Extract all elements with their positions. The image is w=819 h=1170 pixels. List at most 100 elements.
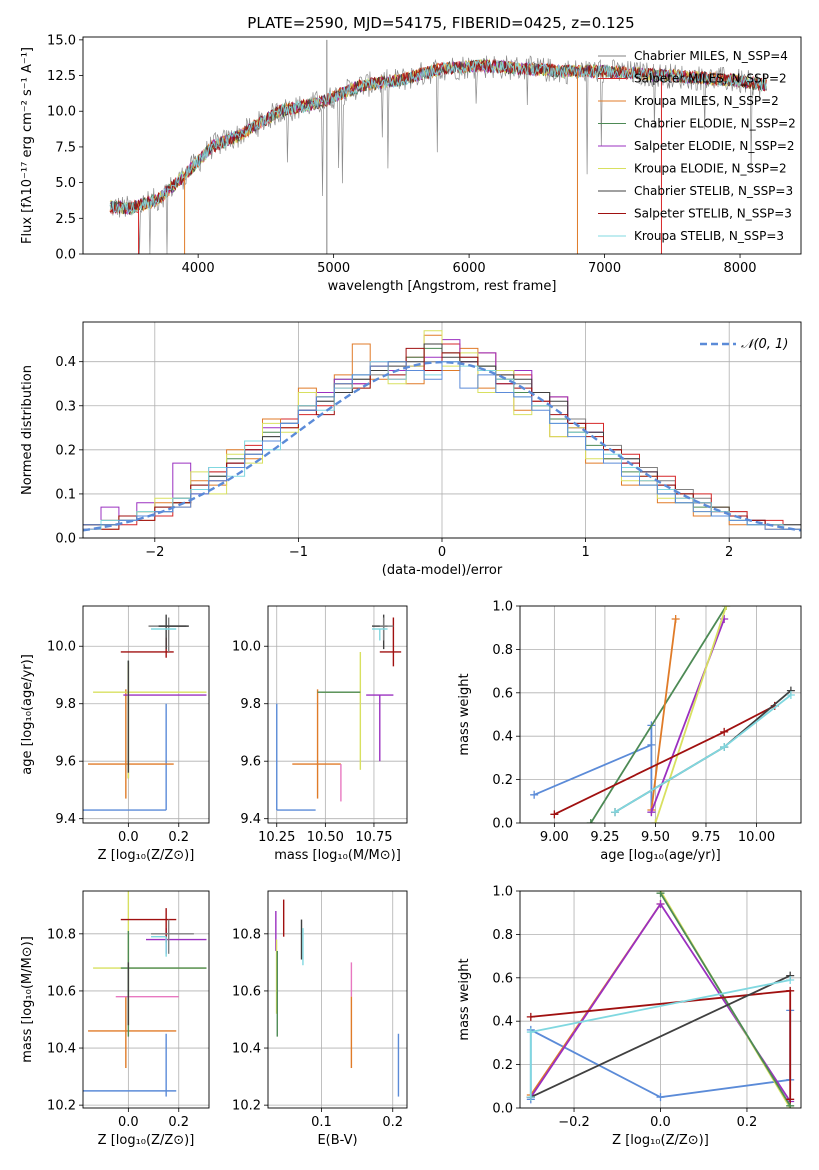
Z-mass-ytick-label: 10.4 xyxy=(47,1042,76,1057)
spectrum-ytick-label: 0.0 xyxy=(55,248,76,263)
spectrum-legend-label: Kroupa MILES, N_SSP=2 xyxy=(634,94,779,108)
Z-massweight-ytick-label: 0.8 xyxy=(492,928,513,943)
spectrum-legend-label: Kroupa STELIB, N_SSP=3 xyxy=(634,229,784,243)
ebv-mass-plot-area xyxy=(275,899,400,1097)
spectrum-ytick-label: 12.5 xyxy=(47,69,76,84)
panel-mass-age: 10.25 10.50 10.75 9.4 9.6 9.8 10.0 mass [log₁₀(… xyxy=(232,605,408,863)
Z-massweight-point-marker xyxy=(786,1095,795,1104)
residuals-xtick-label: −2 xyxy=(145,545,164,560)
residuals-ytick-label: 0.2 xyxy=(55,443,76,458)
Z-mass-plot-area xyxy=(83,891,207,1097)
Z-massweight-series-6 xyxy=(530,974,791,1099)
spectrum-xtick-label: 5000 xyxy=(317,261,350,276)
spectrum-plot-area xyxy=(109,39,767,254)
age-massweight-point-marker xyxy=(671,615,680,624)
residuals-axes: −2 −1 0 1 2 0.0 0.1 0.2 0.3 0.4 (data-model)/error… xyxy=(20,321,802,578)
Z-mass-ytick-label: 10.6 xyxy=(47,984,76,999)
gaussian-curve xyxy=(83,360,801,532)
panel-age-massweight: 9.00 9.25 9.50 9.75 10.00 0.0 0.2 0.4 0.6 0.8 1.0 a… xyxy=(457,600,802,863)
Z-mass-frame xyxy=(82,890,210,1109)
mass-age-frame xyxy=(267,605,408,824)
Z-age-frame xyxy=(82,605,210,824)
residuals-frame xyxy=(82,321,802,539)
age-massweight-xtick-label: 9.50 xyxy=(641,830,670,845)
Z-massweight-point-marker xyxy=(786,986,795,995)
Z-mass-axes: 0.0 0.2 10.2 10.4 10.6 10.8 Z [log₁₀(Z/Z⊙)] mas… xyxy=(20,890,210,1148)
age-massweight-point-marker xyxy=(651,819,660,823)
age-massweight-series-4 xyxy=(654,606,728,823)
age-massweight-axes: 9.00 9.25 9.50 9.75 10.00 0.0 0.2 0.4 0.6 0.8 1.0 a… xyxy=(457,600,802,863)
age-massweight-point-marker xyxy=(786,690,795,699)
residuals-ytick-label: 0.3 xyxy=(55,399,76,414)
mass-age-errorbar xyxy=(372,628,388,641)
spectrum-axes: 4000 5000 6000 7000 8000 0.0 2.5 5.0 7.5 10.0 12.5… xyxy=(20,33,802,294)
Z-massweight-point-marker xyxy=(786,975,795,984)
ebv-mass-ytick-label: 10.8 xyxy=(232,927,261,942)
panel-Z-age: 0.0 0.2 9.4 9.6 9.8 10.0 Z [log₁₀(Z/Z⊙)] age [l… xyxy=(20,605,210,863)
Z-massweight-point-marker xyxy=(526,1093,535,1102)
Z-massweight-ylabel: mass weight xyxy=(457,958,472,1040)
spectrum-legend: Chabrier MILES, N_SSP=4 Salpeter MILES, N… xyxy=(598,49,796,243)
mass-age-xtick-label: 10.50 xyxy=(307,830,344,845)
panel-residuals: −2 −1 0 1 2 0.0 0.1 0.2 0.3 0.4 (data-model)/error… xyxy=(20,321,802,578)
residual-histogram-9 xyxy=(83,361,801,530)
Z-massweight-ytick-label: 0.6 xyxy=(492,971,513,986)
Z-age-axes: 0.0 0.2 9.4 9.6 9.8 10.0 Z [log₁₀(Z/Z⊙)] age [l… xyxy=(20,605,210,863)
spectrum-xtick-label: 7000 xyxy=(588,261,621,276)
panel-Z-mass: 0.0 0.2 10.2 10.4 10.6 10.8 Z [log₁₀(Z/Z⊙)] mas… xyxy=(20,890,210,1148)
age-massweight-ytick-label: 0.4 xyxy=(492,730,513,745)
Z-age-xlabel: Z [log₁₀(Z/Z⊙)] xyxy=(98,848,195,863)
mass-age-errorbar xyxy=(366,694,394,762)
Z-massweight-point-marker xyxy=(656,891,665,898)
age-massweight-point-marker xyxy=(722,606,731,610)
mass-age-ytick-label: 9.4 xyxy=(240,812,261,827)
Z-massweight-xlabel: Z [log₁₀(Z/Z⊙)] xyxy=(612,1133,709,1148)
Z-age-errorbar xyxy=(83,703,167,811)
spectrum-xtick-label: 8000 xyxy=(723,261,756,276)
panel-Z-massweight: −0.2 0.0 0.2 0.0 0.2 0.4 0.6 0.8 1.0 Z [log₁₀(Z/Z… xyxy=(457,885,802,1148)
Z-massweight-ytick-label: 0.2 xyxy=(492,1058,513,1073)
mass-age-plot-area xyxy=(276,614,402,811)
spectrum-ytick-label: 5.0 xyxy=(55,176,76,191)
Z-massweight-ytick-label: 0.4 xyxy=(492,1015,513,1030)
residuals-xtick-label: −1 xyxy=(289,545,308,560)
ebv-mass-frame xyxy=(267,890,408,1109)
Z-massweight-xtick-label: 0.0 xyxy=(650,1115,671,1130)
ebv-mass-ytick-label: 10.4 xyxy=(232,1042,261,1057)
age-massweight-series-2 xyxy=(650,618,677,811)
ebv-mass-grid xyxy=(268,891,407,1108)
Z-age-ytick-label: 10.0 xyxy=(47,640,76,655)
spectrum-legend-label: Chabrier STELIB, N_SSP=3 xyxy=(634,184,793,198)
Z-mass-xtick-label: 0.2 xyxy=(168,1115,189,1130)
panel-spectrum: 4000 5000 6000 7000 8000 0.0 2.5 5.0 7.5 10.0 12.5… xyxy=(20,33,802,294)
age-massweight-series-0 xyxy=(533,725,653,813)
age-massweight-point-marker xyxy=(647,808,656,817)
age-massweight-point-marker xyxy=(586,819,595,823)
residuals-plot-area xyxy=(83,330,801,532)
Z-mass-ytick-label: 10.8 xyxy=(47,927,76,942)
spectrum-xtick-label: 4000 xyxy=(182,261,215,276)
spectrum-xlabel: wavelength [Angstrom, rest frame] xyxy=(328,279,557,294)
spectrum-ytick-label: 15.0 xyxy=(47,33,76,48)
age-massweight-ytick-label: 0.0 xyxy=(492,817,513,832)
ebv-mass-axes: 0.1 0.2 10.2 10.4 10.6 10.8 E(B-V) xyxy=(232,890,408,1148)
Z-massweight-plot-area xyxy=(526,891,795,1108)
age-massweight-xtick-label: 9.25 xyxy=(590,830,619,845)
mass-age-xtick-label: 10.25 xyxy=(258,830,295,845)
Z-massweight-frame xyxy=(519,890,802,1109)
age-massweight-frame xyxy=(519,605,802,824)
Z-age-ytick-label: 9.8 xyxy=(55,697,76,712)
panel-ebv-mass: 0.1 0.2 10.2 10.4 10.6 10.8 E(B-V) xyxy=(232,890,408,1148)
age-massweight-point-marker xyxy=(647,740,656,749)
Z-massweight-axes: −0.2 0.0 0.2 0.0 0.2 0.4 0.6 0.8 1.0 Z [log₁₀(Z/Z… xyxy=(457,885,802,1148)
Z-age-xtick-label: 0.0 xyxy=(118,830,139,845)
mass-age-xlabel: mass [log₁₀(M/M⊙)] xyxy=(274,848,401,863)
residuals-xtick-label: 1 xyxy=(581,545,589,560)
age-massweight-point-marker xyxy=(720,743,729,752)
Z-mass-xtick-label: 0.0 xyxy=(118,1115,139,1130)
residuals-legend-label: 𝒩(0, 1) xyxy=(741,337,788,352)
spectrum-series-8 xyxy=(109,58,767,214)
residuals-ytick-label: 0.1 xyxy=(55,487,76,502)
